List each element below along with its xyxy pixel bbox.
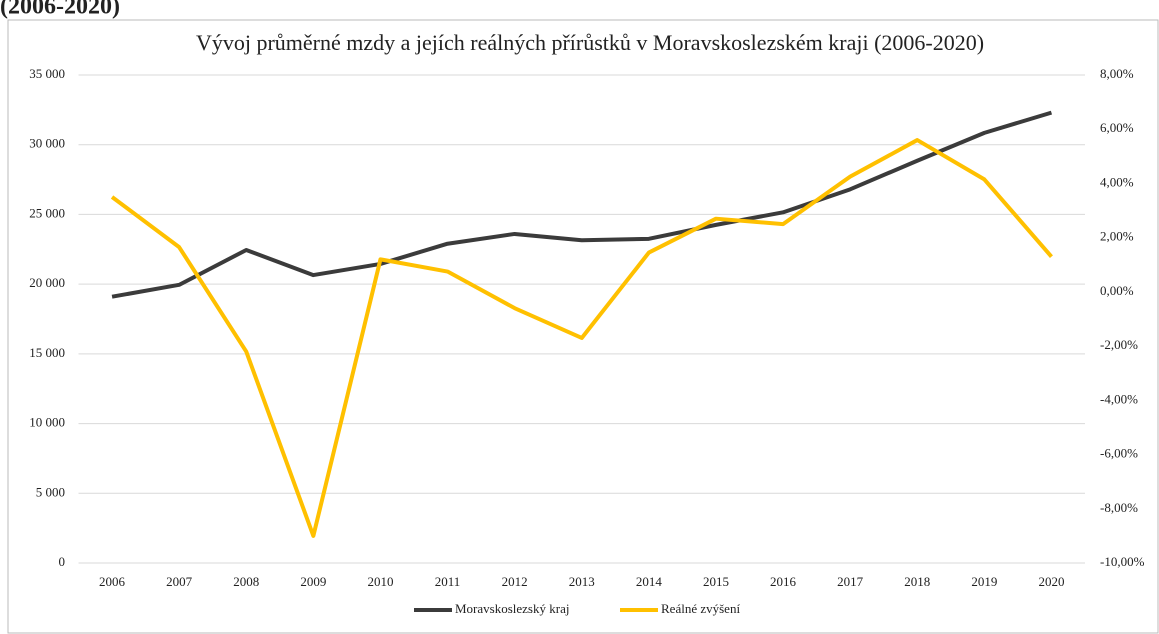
y2-tick-label: 0,00% [1100, 283, 1134, 298]
x-tick-label: 2018 [904, 574, 930, 589]
x-tick-label: 2015 [703, 574, 729, 589]
x-tick-label: 2017 [837, 574, 864, 589]
y2-tick-label: 6,00% [1100, 120, 1134, 135]
y-tick-label: 0 [59, 554, 66, 569]
y-tick-label: 10 000 [29, 415, 65, 430]
chart-title: Vývoj průměrné mzdy a jejích reálných př… [196, 30, 984, 55]
y2-tick-label: 4,00% [1100, 174, 1134, 189]
data-line [110, 138, 1053, 538]
chart-frame [7, 19, 1159, 634]
y-tick-label: 20 000 [29, 275, 65, 290]
page-heading: (2006-2020) [0, 0, 120, 20]
y2-tick-label: -6,00% [1100, 446, 1138, 461]
y-tick-label: 5 000 [36, 484, 65, 499]
y2-tick-label: -2,00% [1100, 337, 1138, 352]
x-tick-label: 2008 [233, 574, 259, 589]
x-tick-label: 2009 [300, 574, 326, 589]
legend-label: Moravskoslezský kraj [455, 601, 569, 616]
x-tick-label: 2007 [166, 574, 193, 589]
y-tick-label: 30 000 [29, 136, 65, 151]
y2-tick-label: -8,00% [1100, 500, 1138, 515]
x-tick-label: 2014 [636, 574, 663, 589]
x-tick-label: 2006 [99, 574, 126, 589]
y-tick-label: 35 000 [29, 66, 65, 81]
x-tick-label: 2019 [971, 574, 997, 589]
legend-label: Reálné zvýšení [661, 601, 740, 616]
y2-tick-label: 2,00% [1100, 229, 1134, 244]
x-tick-label: 2016 [770, 574, 797, 589]
x-tick-label: 2012 [502, 574, 528, 589]
y-tick-label: 15 000 [29, 345, 65, 360]
data-line [111, 110, 1053, 299]
x-tick-label: 2010 [367, 574, 393, 589]
y2-tick-label: 8,00% [1100, 66, 1134, 81]
x-tick-label: 2013 [569, 574, 595, 589]
y2-tick-label: -10,00% [1100, 554, 1145, 569]
x-tick-label: 2020 [1038, 574, 1064, 589]
y2-tick-label: -4,00% [1100, 391, 1138, 406]
x-tick-label: 2011 [435, 574, 461, 589]
y-tick-label: 25 000 [29, 205, 65, 220]
